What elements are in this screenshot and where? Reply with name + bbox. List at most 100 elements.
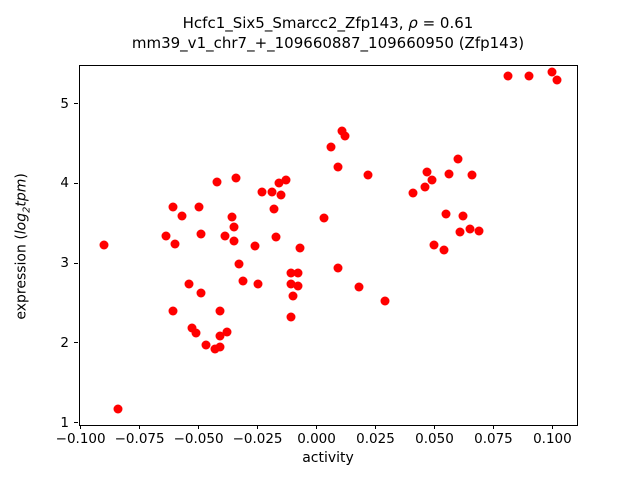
plot-area [79,65,578,426]
data-point [274,178,284,188]
y-axis-label-var: tpm [13,178,30,207]
y-axis-tick-label: 5 [60,95,69,112]
data-point [215,342,225,352]
x-axis-tick-label: −0.075 [114,431,165,447]
data-point [474,226,484,236]
data-point [363,170,373,180]
data-point [427,175,437,185]
y-axis-label-math: log2tpm [13,178,33,235]
y-axis-label-prefix: expression ( [13,234,30,320]
data-point [269,204,279,214]
x-axis-tick [257,425,259,429]
data-point [201,340,211,350]
data-point [267,187,277,197]
x-axis-tick-label: −0.050 [173,431,224,447]
x-axis-tick [551,425,553,429]
data-point [281,175,291,185]
data-point [408,188,418,198]
title-text: Hcfc1_Six5_Smarcc2_Zfp143, [182,14,409,32]
data-point [184,279,194,289]
x-axis-label: activity [302,450,354,466]
data-point [222,327,232,337]
data-point [354,282,364,292]
data-point [196,229,206,239]
data-point [333,263,343,273]
data-point [238,276,248,286]
x-axis-tick [80,425,82,429]
data-point [429,240,439,250]
data-point [161,231,171,241]
chart-title-line2: mm39_v1_chr7_+_109660887_109660950 (Zfp1… [131,34,525,52]
data-point [191,328,201,338]
data-point [467,170,477,180]
data-point [257,187,267,197]
data-point [453,154,463,164]
data-point [194,202,204,212]
y-axis-label: expression (log2tpm) [14,136,33,356]
data-point [439,245,449,255]
data-point [212,177,222,187]
y-axis-tick-label: 3 [60,255,69,272]
x-axis-tick-label: −0.025 [232,431,283,447]
data-point [286,279,296,289]
data-point [220,231,230,241]
data-point [276,190,286,200]
data-point [215,306,225,316]
data-point [286,312,296,322]
data-point [168,306,178,316]
data-point [231,173,241,183]
data-point [420,182,430,192]
data-point [444,169,454,179]
data-point [524,71,534,81]
data-point [227,212,237,222]
data-point [333,162,343,172]
data-point [455,227,465,237]
x-axis-tick [375,425,376,429]
x-axis-tick-label: −0.100 [55,431,106,447]
chart-title: Hcfc1_Six5_Smarcc2_Zfp143, ρ = 0.61 mm39… [8,13,640,53]
x-axis-tick [198,425,200,429]
chart-title-line1: Hcfc1_Six5_Smarcc2_Zfp143, ρ = 0.61 [8,13,640,33]
data-point [271,232,281,242]
y-axis-tick [74,262,78,264]
rho-symbol: ρ [408,14,418,32]
data-point [99,240,109,250]
data-point [422,167,432,177]
y-axis-tick [74,103,78,105]
data-point [458,211,468,221]
y-axis-tick [74,342,78,344]
data-point [319,213,329,223]
x-axis-tick [433,425,435,429]
data-point [547,67,557,77]
data-point [503,71,513,81]
x-axis-tick-label: 0.000 [297,431,336,447]
data-point [234,259,244,269]
x-axis-tick-label: 0.075 [474,431,513,447]
y-axis-label-suffix: ) [13,173,30,179]
data-point [288,291,298,301]
data-point [229,236,239,246]
data-point [229,222,239,232]
x-axis-tick [139,425,141,429]
data-point [337,126,347,136]
data-point [293,281,303,291]
x-axis-tick [492,425,494,429]
data-point [215,331,225,341]
y-axis-tick-label: 1 [60,414,69,431]
data-point [295,243,305,253]
y-axis-tick-label: 4 [60,175,69,192]
data-point [293,268,303,278]
data-point [253,279,263,289]
data-point [210,344,220,354]
y-axis-tick [74,182,78,184]
x-axis-tick [316,425,318,429]
data-point [168,202,178,212]
data-point [465,224,475,234]
x-axis-tick-label: 0.025 [356,431,395,447]
data-point [441,209,451,219]
data-point [286,268,296,278]
data-point [170,239,180,249]
y-axis-tick-label: 2 [60,334,69,351]
x-axis-tick-label: 0.100 [533,431,572,447]
